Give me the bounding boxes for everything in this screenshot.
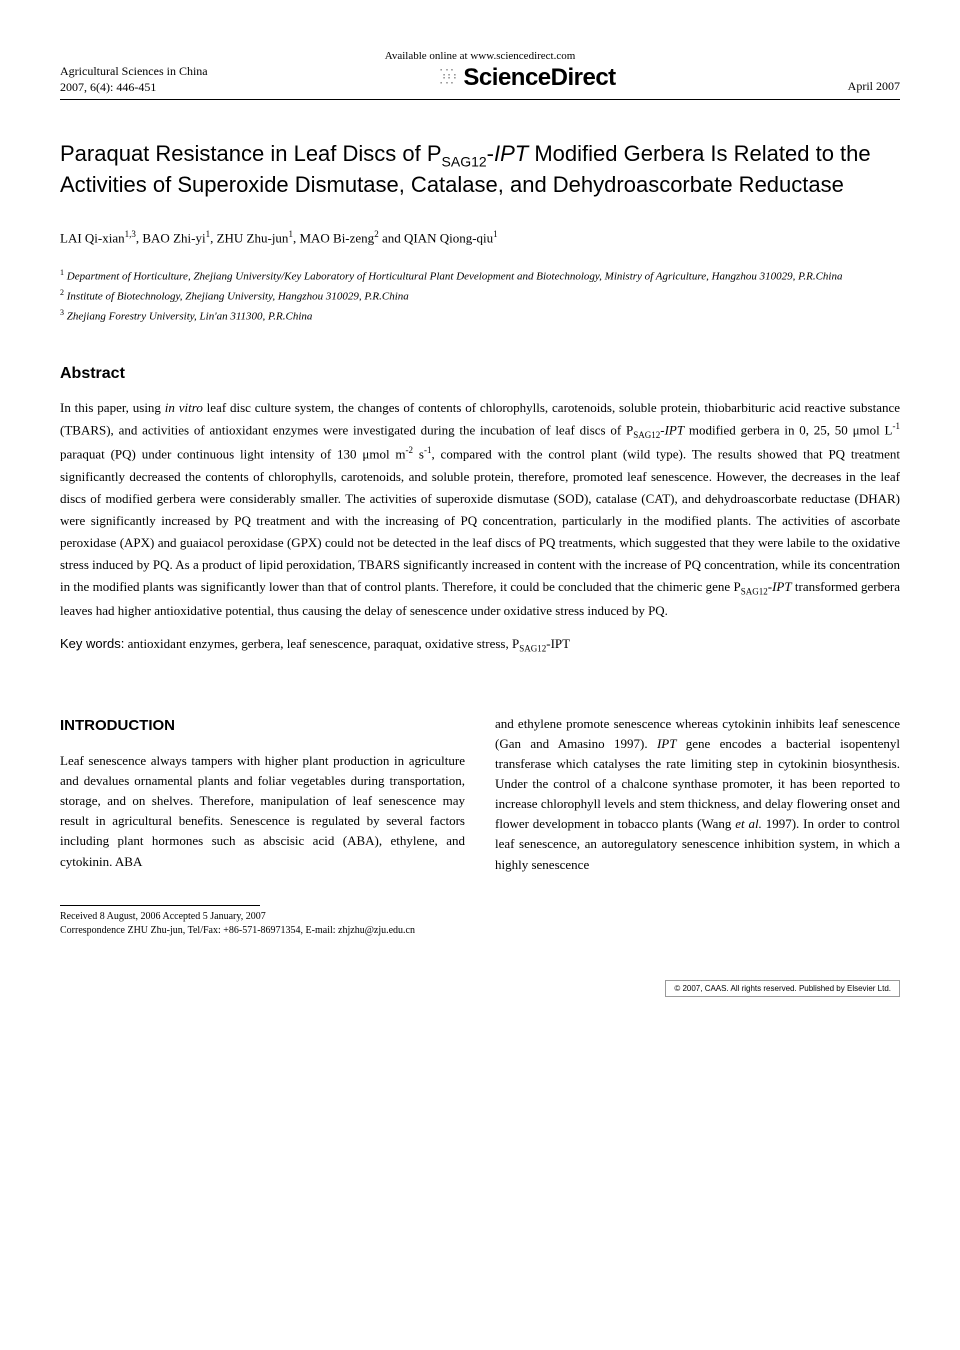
affiliation-2: 2 Institute of Biotechnology, Zhejiang U… (60, 287, 900, 305)
copyright-text: © 2007, CAAS. All rights reserved. Publi… (665, 980, 900, 997)
affil-2-text: Institute of Biotechnology, Zhejiang Uni… (67, 290, 409, 302)
title-dash: - (487, 141, 494, 166)
body-columns: INTRODUCTION Leaf senescence always tamp… (60, 714, 900, 875)
author-3-affil-sup: 1 (288, 229, 293, 239)
affiliation-3: 3 Zhejiang Forestry University, Lin'an 3… (60, 307, 900, 325)
footer-correspondence: Correspondence ZHU Zhu-jun, Tel/Fax: +86… (60, 924, 900, 938)
left-column: INTRODUCTION Leaf senescence always tamp… (60, 714, 465, 875)
keywords-label: Key words: (60, 636, 124, 651)
keywords-line: Key words: antioxidant enzymes, gerbera,… (60, 636, 900, 654)
keywords-ipt: IPT (551, 636, 571, 651)
abs-seg-e: paraquat (PQ) under continuous light int… (60, 446, 406, 461)
article-title: Paraquat Resistance in Leaf Discs of PSA… (60, 140, 900, 199)
title-part-pre: Paraquat Resistance in Leaf Discs of P (60, 141, 442, 166)
author-1: LAI Qi-xian (60, 231, 125, 246)
abstract-heading: Abstract (60, 365, 900, 383)
title-ipt-gene: IPT (494, 141, 528, 166)
sciencedirect-text: ScienceDirect (463, 64, 615, 92)
abs-invitro: in vitro (165, 400, 203, 415)
author-5: QIAN Qiong-qiu (404, 231, 493, 246)
author-4: MAO Bi-zeng (299, 231, 374, 246)
header-center: ∵∴∴∵ ScienceDirect (208, 64, 848, 92)
affil-3-num: 3 (60, 308, 64, 317)
affil-3-text: Zhejiang Forestry University, Lin'an 311… (67, 310, 313, 322)
abs-seg-g: , compared with the control plant (wild … (60, 446, 900, 594)
page-container: Available online at www.sciencedirect.co… (0, 0, 960, 1037)
sciencedirect-logo-icon: ∵∴∴∵ (440, 70, 456, 87)
author-3: ZHU Zhu-jun (217, 231, 289, 246)
author-2: BAO Zhi-yi (142, 231, 205, 246)
affil-1-num: 1 (60, 268, 64, 277)
header-left: Agricultural Sciences in China 2007, 6(4… (60, 64, 208, 95)
abs-sag12-1: SAG12 (633, 430, 660, 440)
issue-date: April 2007 (848, 79, 900, 93)
abs-sup-2: -2 (406, 445, 414, 455)
abstract-text: In this paper, using in vitro leaf disc … (60, 397, 900, 622)
header-right: April 2007 (848, 64, 900, 94)
introduction-heading: INTRODUCTION (60, 714, 465, 737)
affil-2-num: 2 (60, 288, 64, 297)
copyright-box: © 2007, CAAS. All rights reserved. Publi… (60, 978, 900, 997)
authors-line: LAI Qi-xian1,3, BAO Zhi-yi1, ZHU Zhu-jun… (60, 229, 900, 246)
header-rule (60, 99, 900, 100)
intro-right-ipt: IPT (657, 736, 677, 751)
author-4-affil-sup: 2 (374, 229, 379, 239)
title-sag12-subscript: SAG12 (442, 154, 487, 170)
author-2-affil-sup: 1 (206, 229, 211, 239)
abs-ipt-2: IPT (772, 579, 792, 594)
footer-received: Received 8 August, 2006 Accepted 5 Janua… (60, 910, 900, 924)
citation: 2007, 6(4): 446-451 (60, 80, 208, 96)
author-1-affil-sup: 1,3 (125, 229, 136, 239)
intro-left-text: Leaf senescence always tampers with high… (60, 751, 465, 872)
intro-right-etal: et al. (735, 816, 762, 831)
keywords-text: antioxidant enzymes, gerbera, leaf senes… (124, 636, 519, 651)
right-column: and ethylene promote senescence whereas … (495, 714, 900, 875)
abs-seg-f: s (413, 446, 424, 461)
author-5-affil-sup: 1 (493, 229, 498, 239)
keywords-sag12: SAG12 (519, 644, 546, 654)
abs-seg-d: modified gerbera in 0, 25, 50 μmol L (684, 422, 892, 437)
affiliation-1: 1 Department of Horticulture, Zhejiang U… (60, 267, 900, 285)
abs-ipt-1: IPT (665, 422, 685, 437)
affil-1-text: Department of Horticulture, Zhejiang Uni… (67, 270, 843, 282)
abs-sag12-2: SAG12 (741, 587, 768, 597)
abs-seg-a: In this paper, using (60, 400, 165, 415)
header-row: Agricultural Sciences in China 2007, 6(4… (60, 64, 900, 95)
journal-name: Agricultural Sciences in China (60, 64, 208, 80)
sciencedirect-brand: ∵∴∴∵ ScienceDirect (208, 64, 848, 92)
available-online-line: Available online at www.sciencedirect.co… (60, 50, 900, 62)
abs-sup-1: -1 (893, 421, 901, 431)
footer-rule (60, 905, 260, 906)
